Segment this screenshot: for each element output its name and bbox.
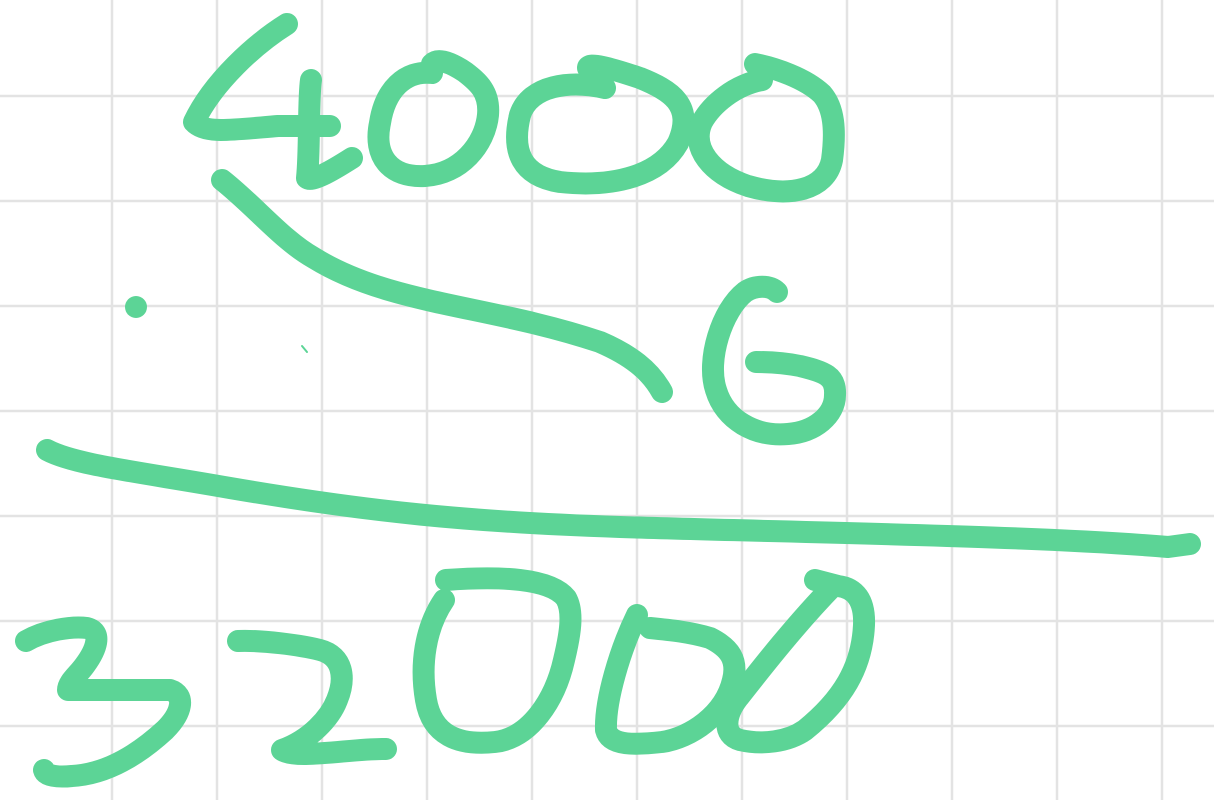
multiplication-sign-curve: [211, 169, 673, 403]
stray-dot: [125, 296, 147, 318]
digit-0-fifth: [594, 604, 746, 755]
digit-0-fourth: [412, 567, 582, 754]
multiplicand-digits: [183, 13, 845, 203]
result-underline: [36, 439, 1201, 558]
digit-0-third: [687, 53, 845, 203]
stray-mark: [301, 345, 308, 353]
digit-2: [227, 629, 397, 765]
digit-4-strokes: [183, 13, 363, 190]
digit-3: [15, 616, 191, 788]
digit-0-sixth: [716, 569, 876, 754]
digit-0-second: [506, 54, 695, 195]
digit-0-first: [367, 50, 500, 188]
digit-6-strokes: [702, 275, 846, 446]
product-digits: [15, 567, 876, 788]
